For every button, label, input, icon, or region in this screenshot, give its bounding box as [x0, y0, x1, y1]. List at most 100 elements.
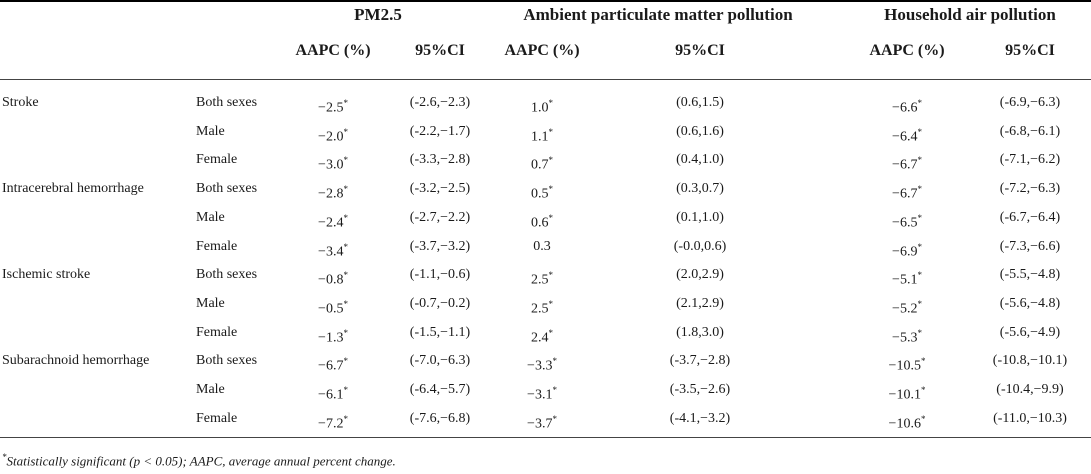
pm-ci-cell: (-2.6,−2.3)	[409, 95, 471, 110]
hh-ci-cell: (-7.2,−6.3)	[999, 181, 1061, 197]
significance-marker: *	[343, 155, 348, 166]
amb-ci-cell: (0.6,1.5)	[676, 95, 724, 110]
pm-aapc-cell: −0.8*	[318, 270, 348, 288]
significance-marker: *	[343, 356, 348, 367]
hh-ci-cell: (-5.6,−4.8)	[999, 295, 1061, 311]
subheader-amb-aapc: AAPC (%)	[504, 42, 580, 59]
significance-marker: *	[343, 98, 348, 108]
sex-cell: Male	[196, 295, 225, 311]
significance-marker: *	[343, 327, 348, 338]
disease-cell: Ischemic stroke	[2, 267, 91, 283]
amb-ci-cell: (0.4,1.0)	[676, 152, 724, 168]
hh-aapc-cell: −5.3*	[892, 327, 922, 346]
pm-aapc-cell: −1.3*	[318, 327, 348, 346]
amb-ci-cell: (-0.0,0.6)	[673, 238, 727, 254]
amb-ci-cell: (-3.7,−2.8)	[669, 353, 731, 369]
amb-aapc-cell: 2.4*	[531, 327, 554, 346]
hh-ci-cell: (-10.8,−10.1)	[992, 353, 1068, 369]
group-header-ambient: Ambient particulate matter pollution	[523, 5, 793, 24]
pm-aapc-cell: −7.2*	[318, 413, 348, 432]
sex-cell: Both sexes	[196, 353, 258, 369]
pm-ci-cell: (-7.6,−6.8)	[409, 410, 471, 426]
pm-ci-cell: (-6.4,−5.7)	[409, 382, 471, 397]
significance-marker: *	[917, 98, 922, 108]
amb-ci-cell: (1.8,3.0)	[676, 324, 724, 340]
significance-marker: *	[548, 327, 554, 338]
significance-marker: *	[917, 155, 922, 166]
amb-ci-cell: (0.6,1.6)	[676, 123, 724, 139]
pm-aapc-cell: −6.1*	[318, 385, 348, 403]
pm-ci-cell: (-0.7,−0.2)	[409, 295, 471, 311]
sex-cell: Female	[196, 152, 238, 168]
significance-marker: *	[920, 356, 926, 367]
header-rule	[0, 79, 1091, 80]
hh-ci-cell: (-11.0,−10.3)	[993, 410, 1067, 426]
sex-cell: Male	[196, 123, 225, 139]
significance-marker: *	[343, 212, 348, 223]
pm-aapc-cell: −2.4*	[318, 212, 348, 231]
pm-ci-cell: (-2.7,−2.2)	[409, 209, 471, 225]
significance-marker: *	[343, 184, 348, 195]
sex-cell: Both sexes	[196, 181, 258, 197]
significance-marker: *	[548, 155, 554, 166]
pm-ci-cell: (-2.2,−1.7)	[409, 123, 471, 139]
significance-marker: *	[548, 270, 554, 281]
amb-aapc-cell: 0.5*	[531, 184, 553, 202]
top-rule	[0, 0, 1091, 2]
hh-ci-cell: (-6.8,−6.1)	[999, 123, 1061, 139]
sex-cell: Male	[196, 382, 225, 397]
subheader-pm-ci: 95%CI	[415, 42, 465, 59]
disease-cell: Subarachnoid hemorrhage	[2, 353, 150, 369]
subheader-hh-ci: 95%CI	[1005, 42, 1055, 59]
hh-aapc-cell: −6.4*	[892, 126, 922, 145]
hh-aapc-cell: −10.6*	[888, 413, 926, 432]
amb-ci-cell: (2.1,2.9)	[676, 295, 724, 311]
hh-aapc-cell: −6.6*	[892, 98, 922, 116]
significance-marker: *	[552, 356, 557, 367]
hh-ci-cell: (-6.9,−6.3)	[999, 95, 1061, 110]
pm-aapc-cell: −6.7*	[318, 356, 348, 374]
significance-marker: *	[917, 241, 922, 252]
significance-marker: *	[343, 126, 348, 137]
significance-marker: *	[552, 413, 557, 424]
hh-aapc-cell: −6.9*	[892, 241, 922, 260]
amb-ci-cell: (-4.1,−3.2)	[669, 410, 731, 426]
amb-aapc-cell: −3.7*	[527, 413, 557, 432]
amb-ci-cell: (-3.5,−2.6)	[669, 382, 731, 397]
significance-marker: *	[552, 385, 557, 395]
pm-ci-cell: (-1.1,−0.6)	[409, 267, 471, 283]
footnote: *Statistically significant (p < 0.05); A…	[2, 452, 396, 469]
significance-marker: *	[548, 212, 554, 223]
significance-marker: *	[917, 184, 922, 195]
amb-ci-cell: (2.0,2.9)	[676, 267, 724, 283]
amb-ci-cell: (0.1,1.0)	[676, 209, 724, 225]
pm-aapc-cell: −2.5*	[318, 98, 348, 116]
hh-aapc-cell: −6.5*	[892, 212, 922, 231]
bottom-rule	[0, 437, 1091, 438]
pm-ci-cell: (-3.3,−2.8)	[409, 152, 471, 168]
significance-marker: *	[917, 270, 922, 281]
pm-ci-cell: (-7.0,−6.3)	[409, 353, 471, 369]
pm-aapc-cell: −3.4*	[318, 241, 348, 260]
significance-marker: *	[917, 212, 922, 223]
amb-aapc-cell: −3.1*	[527, 385, 557, 403]
hh-aapc-cell: −6.7*	[892, 155, 922, 174]
hh-ci-cell: (-7.3,−6.6)	[999, 238, 1061, 254]
amb-aapc-cell: 1.0*	[531, 98, 553, 116]
significance-marker: *	[343, 298, 348, 309]
hh-ci-cell: (-5.5,−4.8)	[999, 267, 1061, 283]
significance-marker: *	[917, 298, 922, 309]
hh-aapc-cell: −6.7*	[892, 184, 922, 202]
subheader-hh-aapc: AAPC (%)	[869, 42, 945, 59]
amb-ci-cell: (0.3,0.7)	[676, 181, 724, 197]
disease-cell: Stroke	[2, 95, 39, 110]
significance-marker: *	[343, 241, 348, 252]
hh-aapc-cell: −10.1*	[888, 385, 926, 403]
hh-aapc-cell: −5.1*	[892, 270, 922, 288]
group-header-pm25: PM2.5	[354, 5, 402, 24]
significance-marker: *	[343, 385, 348, 395]
amb-aapc-cell: −3.3*	[527, 356, 557, 374]
disease-cell: Intracerebral hemorrhage	[2, 181, 144, 197]
significance-marker: *	[920, 413, 926, 424]
amb-aapc-cell: 1.1*	[531, 126, 553, 145]
